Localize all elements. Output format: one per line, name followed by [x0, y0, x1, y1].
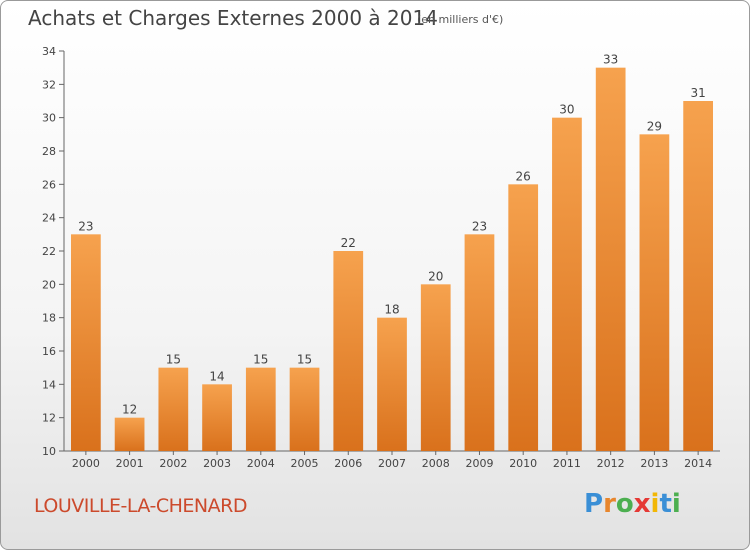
logo-letter: o — [615, 489, 634, 519]
y-tick-label: 18 — [42, 312, 56, 325]
data-label: 30 — [559, 103, 574, 117]
y-tick-label: 22 — [42, 245, 56, 258]
bar — [202, 384, 232, 451]
x-tick-label: 2003 — [203, 457, 231, 470]
bar — [683, 101, 714, 451]
x-tick-label: 2011 — [553, 457, 581, 470]
y-tick-label: 10 — [42, 445, 56, 458]
data-label: 18 — [384, 303, 399, 317]
y-tick-label: 30 — [42, 112, 56, 125]
logo-letter: i — [650, 489, 660, 519]
y-tick-label: 20 — [42, 278, 56, 291]
commune-name: LOUVILLE-LA-CHENARD — [34, 495, 247, 517]
x-tick-label: 2013 — [640, 457, 668, 470]
data-label: 29 — [647, 119, 662, 133]
logo-letter: r — [603, 489, 616, 519]
bar — [595, 67, 626, 452]
data-label: 15 — [166, 353, 181, 367]
bar — [639, 134, 670, 452]
data-label: 20 — [428, 269, 443, 283]
x-tick-label: 2001 — [116, 457, 144, 470]
data-label: 14 — [209, 369, 224, 383]
bar — [508, 184, 539, 452]
chart-title: Achats et Charges Externes 2000 à 2014 — [28, 6, 438, 30]
logo-letter: x — [633, 489, 651, 519]
x-tick-label: 2009 — [465, 457, 493, 470]
data-label: 23 — [472, 219, 487, 233]
x-tick-label: 2014 — [684, 457, 712, 470]
y-tick-label: 24 — [42, 212, 56, 225]
data-label: 31 — [690, 86, 705, 100]
y-tick-label: 14 — [42, 378, 56, 391]
x-tick-label: 2004 — [247, 457, 275, 470]
bar — [552, 117, 582, 452]
data-label: 15 — [297, 353, 312, 367]
x-tick-label: 2010 — [509, 457, 537, 470]
y-tick-label: 34 — [42, 45, 56, 58]
x-tick-label: 2000 — [72, 457, 100, 470]
x-tick-label: 2007 — [378, 457, 406, 470]
bar — [377, 317, 407, 451]
bar — [245, 367, 276, 451]
x-tick-label: 2006 — [334, 457, 362, 470]
bar — [464, 234, 495, 451]
y-tick-label: 16 — [42, 345, 56, 358]
logo-letter: P — [584, 489, 604, 519]
bar — [70, 234, 101, 451]
x-tick-label: 2002 — [159, 457, 187, 470]
bar — [158, 367, 189, 451]
x-tick-label: 2005 — [291, 457, 319, 470]
y-tick-label: 28 — [42, 145, 56, 158]
bar — [333, 251, 364, 451]
logo-letter: i — [671, 489, 681, 519]
x-tick-label: 2008 — [422, 457, 450, 470]
chart-unit: (en milliers d'€) — [417, 13, 504, 26]
bar — [289, 367, 320, 451]
data-label: 15 — [253, 353, 268, 367]
data-label: 12 — [122, 403, 137, 417]
data-label: 23 — [78, 219, 93, 233]
y-tick-label: 32 — [42, 78, 56, 91]
bar — [420, 284, 451, 451]
bar — [114, 417, 145, 451]
logo-letter: t — [659, 489, 672, 519]
x-tick-label: 2012 — [597, 457, 625, 470]
data-label: 22 — [341, 236, 356, 250]
proxiti-logo: Proxiti — [584, 489, 681, 519]
y-tick-label: 12 — [42, 412, 56, 425]
data-label: 26 — [516, 169, 531, 183]
data-label: 33 — [603, 53, 618, 67]
y-tick-label: 26 — [42, 178, 56, 191]
